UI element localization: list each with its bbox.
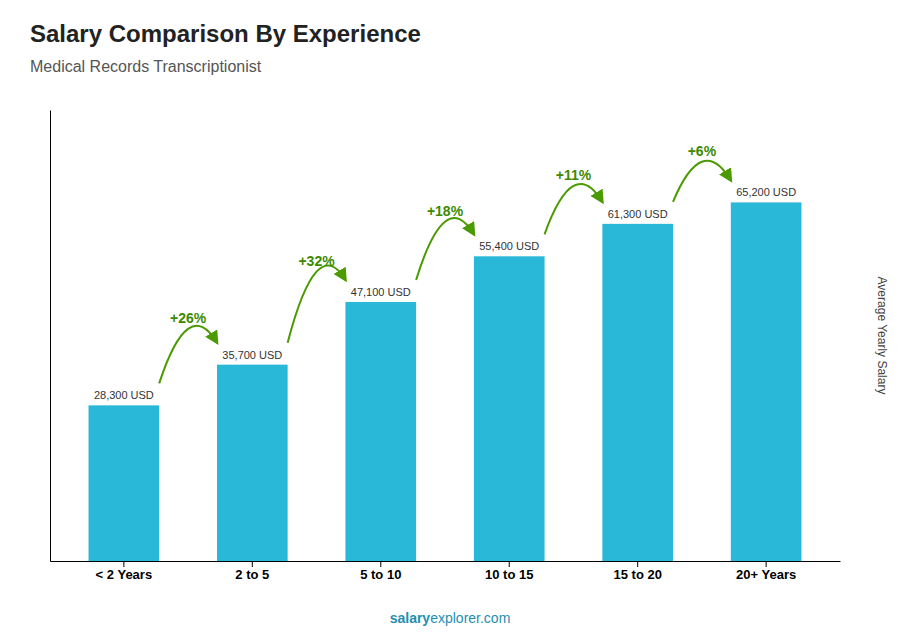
title: Salary Comparison By Experience	[30, 20, 421, 47]
x-tick-mark	[766, 561, 767, 567]
change-arrow	[416, 218, 474, 280]
chart-svg: Salary Comparison By Experience Medical R…	[0, 0, 900, 641]
bar	[89, 405, 160, 561]
bar	[217, 365, 288, 561]
watermark-part: salary	[390, 610, 431, 626]
bar	[474, 256, 545, 561]
x-tick-mark	[509, 561, 510, 567]
x-tick-mark	[123, 561, 124, 567]
data-label: 61,300 USD	[608, 208, 668, 220]
watermark: salaryexplorer.com	[390, 610, 511, 626]
change-label: +6%	[688, 143, 717, 159]
subtitle: Medical Records Transcriptionist	[30, 58, 262, 75]
x-tick: 15 to 20	[613, 561, 661, 582]
x-tick-mark	[380, 561, 381, 567]
change-label: +11%	[556, 167, 592, 183]
x-axis: < 2 Years 2 to 5 5 to 10 10 to 15 15 to 20 20…	[51, 561, 841, 582]
bar	[345, 302, 416, 561]
x-tick-mark	[637, 561, 638, 567]
y-axis-line	[50, 111, 51, 562]
data-label: 47,100 USD	[351, 286, 411, 298]
data-labels: 28,300 USD 35,700 USD 47,100 USD 55,400 USD…	[94, 186, 796, 401]
x-tick-label: 10 to 15	[485, 567, 533, 582]
chart-container: Salary Comparison By Experience Medical R…	[0, 0, 900, 641]
x-tick-label: < 2 Years	[96, 567, 153, 582]
change-arrow	[673, 161, 731, 202]
y-axis-title: Average Yearly Salary	[875, 277, 889, 395]
x-tick: 10 to 15	[485, 561, 533, 582]
plot: < 2 Years 2 to 5 5 to 10 10 to 15 15 to 20 20…	[51, 111, 841, 583]
x-tick: 5 to 10	[360, 561, 401, 582]
x-tick: 20+ Years	[736, 561, 796, 582]
change-annotations: +26% +32% +18% +11% +6%	[159, 143, 731, 384]
bar	[731, 202, 802, 561]
x-tick-mark	[252, 561, 253, 567]
y-axis	[50, 111, 51, 562]
change-label: +18%	[427, 203, 464, 219]
change-label: +26%	[170, 310, 207, 326]
x-tick-label: 20+ Years	[736, 567, 796, 582]
data-label: 55,400 USD	[479, 240, 539, 252]
x-axis-line	[51, 561, 841, 562]
x-tick: < 2 Years	[96, 561, 153, 582]
watermark-part: explorer.com	[430, 610, 510, 626]
x-tick-label: 5 to 10	[360, 567, 401, 582]
data-label: 65,200 USD	[736, 186, 796, 198]
change-arrow	[545, 184, 603, 234]
x-tick-label: 15 to 20	[613, 567, 661, 582]
change-arrow	[159, 326, 217, 384]
change-label: +32%	[298, 253, 335, 269]
data-label: 35,700 USD	[222, 349, 282, 361]
x-tick-label: 2 to 5	[235, 567, 269, 582]
x-tick: 2 to 5	[235, 561, 269, 582]
bars	[89, 202, 802, 561]
bar	[602, 224, 673, 561]
change-arrow	[288, 265, 346, 342]
data-label: 28,300 USD	[94, 389, 154, 401]
